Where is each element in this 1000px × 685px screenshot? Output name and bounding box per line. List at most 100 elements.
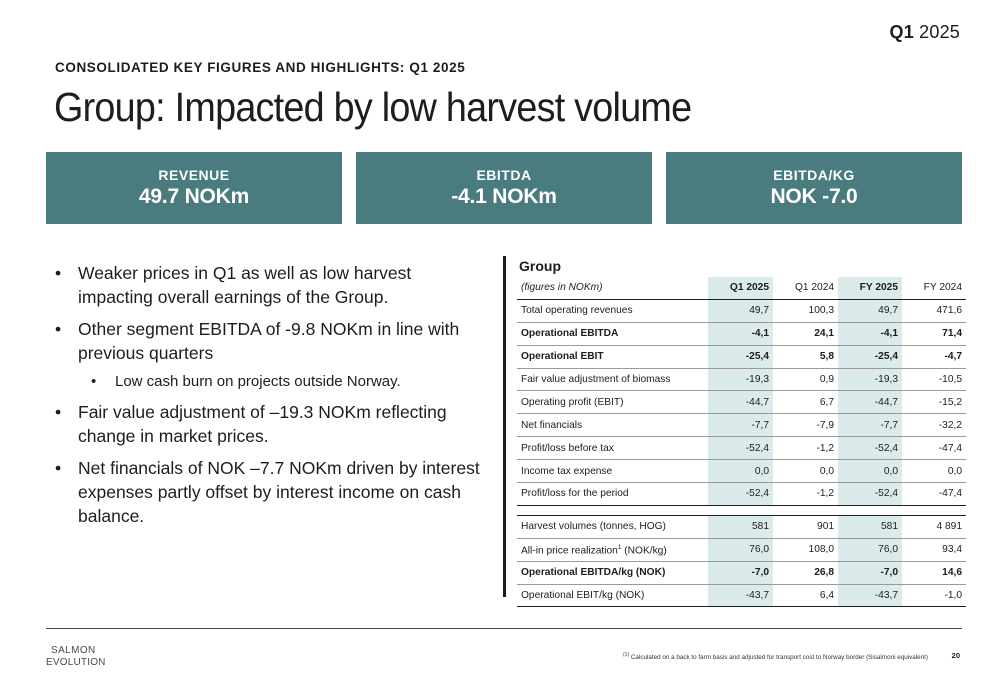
cell: 49,7 xyxy=(708,299,774,323)
cell: 471,6 xyxy=(902,299,966,323)
cell: -4,1 xyxy=(838,322,902,346)
cell: -1,0 xyxy=(902,584,966,608)
table-title: Group xyxy=(519,258,561,274)
row-label-suffix: (NOK/kg) xyxy=(621,544,667,556)
footnote-marker: (1) xyxy=(623,652,630,658)
page-title: Group: Impacted by low harvest volume xyxy=(54,84,692,130)
section-kicker: CONSOLIDATED KEY FIGURES AND HIGHLIGHTS:… xyxy=(55,60,466,75)
cell: 76,0 xyxy=(838,538,902,562)
cell: -10,5 xyxy=(902,368,966,392)
column-header: FY 2024 xyxy=(902,277,966,300)
spacer-cell xyxy=(708,505,774,516)
table-row: Net financials -7,7 -7,9 -7,7 -32,2 xyxy=(517,413,966,438)
cell: -19,3 xyxy=(708,368,774,392)
cell: -1,2 xyxy=(773,436,839,461)
table-row: Total operating revenues 49,7 100,3 49,7… xyxy=(517,299,966,323)
bullet-item: Net financials of NOK –7.7 NOKm driven b… xyxy=(55,456,485,528)
row-label: Profit/loss for the period xyxy=(517,482,708,506)
quarter-label-year: 2025 xyxy=(919,22,960,42)
kpi-card-ebitda: EBITDA -4.1 NOKm xyxy=(356,152,652,224)
cell: 901 xyxy=(773,515,839,539)
table-row: Operational EBITDA/kg (NOK) -7,0 26,8 -7… xyxy=(517,561,966,585)
table-header-row: (figures in NOKm) Q1 2025 Q1 2024 FY 202… xyxy=(517,277,966,300)
highlights-list: Weaker prices in Q1 as well as low harve… xyxy=(55,261,485,536)
table-row: Profit/loss before tax -52,4 -1,2 -52,4 … xyxy=(517,436,966,461)
cell: 6,4 xyxy=(773,584,839,608)
cell: 581 xyxy=(838,515,902,539)
footnote-ref: 1 xyxy=(617,543,622,551)
page-number: 20 xyxy=(951,651,960,660)
sub-bullet-item: Low cash burn on projects outside Norway… xyxy=(55,370,485,394)
bullet-item: Fair value adjustment of –19.3 NOKm refl… xyxy=(55,400,485,448)
spacer-cell xyxy=(902,505,966,516)
column-header: FY 2025 xyxy=(838,277,902,300)
cell: -4,1 xyxy=(708,322,774,346)
kpi-label: EBITDA xyxy=(476,167,532,183)
row-label: Fair value adjustment of biomass xyxy=(517,368,708,392)
row-label: Operational EBITDA/kg (NOK) xyxy=(517,561,708,585)
cell: 49,7 xyxy=(838,299,902,323)
cell: -15,2 xyxy=(902,390,966,415)
cell: -4,7 xyxy=(902,345,966,369)
column-header: Q1 2025 xyxy=(708,277,774,300)
kpi-value: 49.7 NOKm xyxy=(138,185,250,208)
row-label: Operating profit (EBIT) xyxy=(517,390,708,415)
unit-label: (figures in NOKm) xyxy=(517,277,708,300)
cell: -52,4 xyxy=(708,482,774,506)
kpi-value: -4.1 NOKm xyxy=(451,185,557,208)
row-label: Profit/loss before tax xyxy=(517,436,708,461)
cell: -43,7 xyxy=(708,584,774,608)
row-label: Net financials xyxy=(517,413,708,438)
row-label: All-in price realization1 (NOK/kg) xyxy=(517,538,708,562)
table-row-total: Profit/loss for the period -52,4 -1,2 -5… xyxy=(517,482,966,506)
logo-text-line2: EVOLUTION xyxy=(46,657,106,668)
footer-divider xyxy=(46,628,962,629)
spacer-cell xyxy=(773,505,839,516)
cell: 100,3 xyxy=(773,299,839,323)
table-row: Operational EBITDA -4,1 24,1 -4,1 71,4 xyxy=(517,322,966,346)
cell: 93,4 xyxy=(902,538,966,562)
kpi-label: EBITDA/KG xyxy=(773,167,855,183)
figures-table: (figures in NOKm) Q1 2025 Q1 2024 FY 202… xyxy=(517,277,966,608)
table-row: Operating profit (EBIT) -44,7 6,7 -44,7 … xyxy=(517,390,966,415)
kpi-label: REVENUE xyxy=(158,167,230,183)
cell: -47,4 xyxy=(902,482,966,506)
cell: 0,9 xyxy=(773,368,839,392)
cell: -7,7 xyxy=(838,413,902,438)
bullet-item: Weaker prices in Q1 as well as low harve… xyxy=(55,261,485,309)
cell: 0,0 xyxy=(838,459,902,484)
cell: 76,0 xyxy=(708,538,774,562)
table-row: Operational EBIT -25,4 5,8 -25,4 -4,7 xyxy=(517,345,966,369)
cell: -44,7 xyxy=(708,390,774,415)
cell: -47,4 xyxy=(902,436,966,461)
cell: -44,7 xyxy=(838,390,902,415)
salmon-evolution-logo: SALMON EVOLUTION xyxy=(46,645,106,668)
table-row: Fair value adjustment of biomass -19,3 0… xyxy=(517,368,966,392)
cell: -52,4 xyxy=(838,482,902,506)
cell: 581 xyxy=(708,515,774,539)
cell: 108,0 xyxy=(773,538,839,562)
cell: 0,0 xyxy=(773,459,839,484)
cell: -19,3 xyxy=(838,368,902,392)
table-row: Operational EBIT/kg (NOK) -43,7 6,4 -43,… xyxy=(517,584,966,608)
cell: 26,8 xyxy=(773,561,839,585)
table-row: All-in price realization1 (NOK/kg) 76,0 … xyxy=(517,538,966,562)
cell: -7,7 xyxy=(708,413,774,438)
group-figures-table: Group (figures in NOKm) Q1 2025 Q1 2024 … xyxy=(503,256,966,608)
cell: 14,6 xyxy=(902,561,966,585)
footnote-text: Calculated on a back to farm basis and a… xyxy=(629,654,929,662)
kpi-card-ebitda-per-kg: EBITDA/KG NOK -7.0 xyxy=(666,152,962,224)
kpi-card-revenue: REVENUE 49.7 NOKm xyxy=(46,152,342,224)
spacer-cell xyxy=(838,505,902,516)
cell: -43,7 xyxy=(838,584,902,608)
cell: -52,4 xyxy=(838,436,902,461)
cell: -32,2 xyxy=(902,413,966,438)
cell: -7,0 xyxy=(708,561,774,585)
table-row: Harvest volumes (tonnes, HOG) 581 901 58… xyxy=(517,515,966,539)
kpi-value: NOK -7.0 xyxy=(770,185,858,208)
cell: 4 891 xyxy=(902,515,966,539)
cell: -1,2 xyxy=(773,482,839,506)
cell: 24,1 xyxy=(773,322,839,346)
quarter-label: Q1 2025 xyxy=(890,22,960,43)
row-label: Harvest volumes (tonnes, HOG) xyxy=(517,515,708,539)
